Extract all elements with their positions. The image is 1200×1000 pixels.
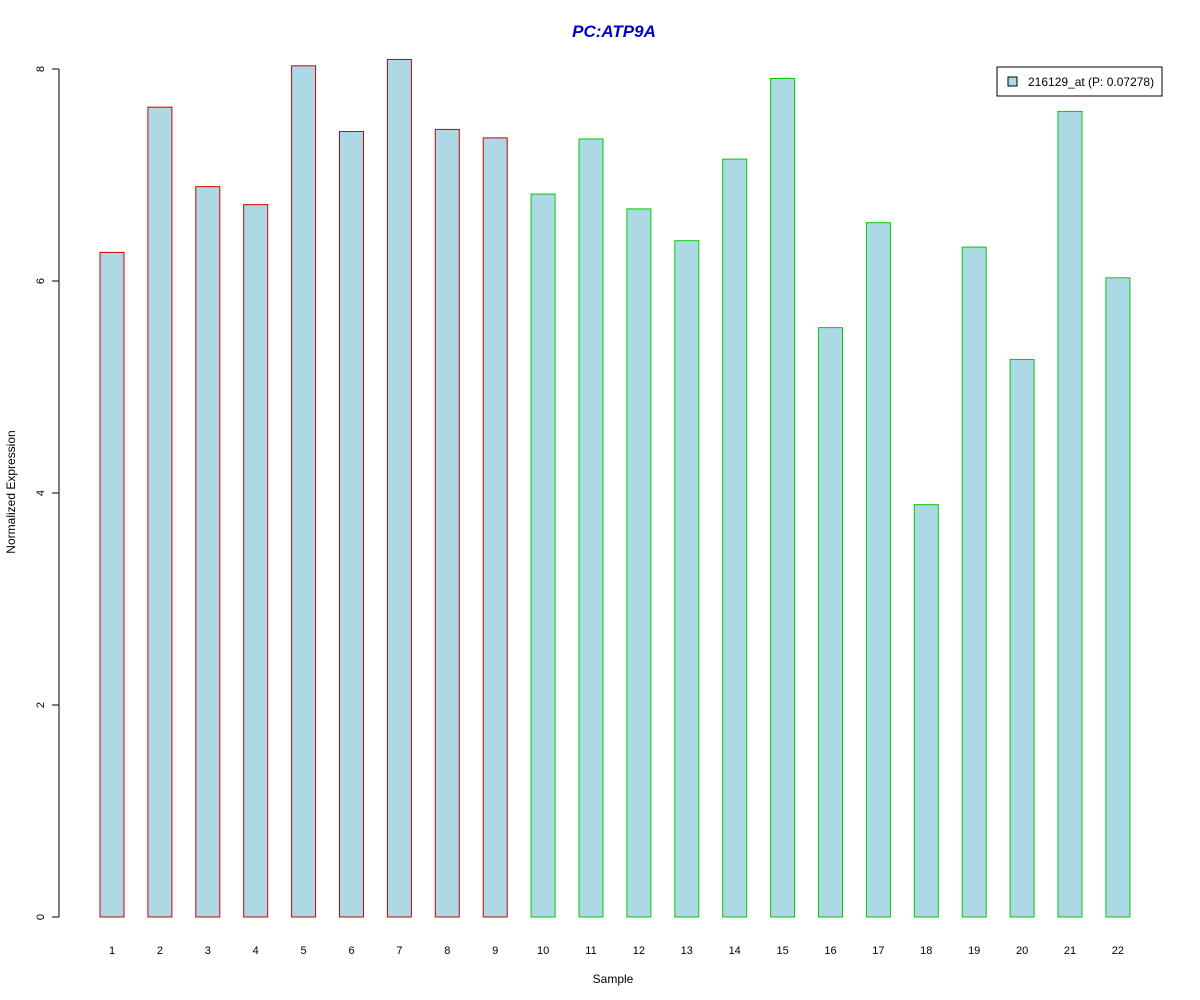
bar-sample-9 xyxy=(482,137,508,918)
bar-sample-14 xyxy=(722,158,748,918)
bar-sample-5 xyxy=(291,65,317,918)
x-tick-label: 8 xyxy=(444,945,450,957)
bar-sample-4 xyxy=(243,204,269,918)
x-tick-label: 14 xyxy=(729,945,741,957)
x-tick-label: 21 xyxy=(1064,945,1076,957)
x-tick-label: 2 xyxy=(157,945,163,957)
bar-sample-21 xyxy=(1057,110,1083,918)
x-tick-label: 7 xyxy=(396,945,402,957)
y-tick-label: 2 xyxy=(35,702,47,708)
x-tick-label: 3 xyxy=(205,945,211,957)
bar-sample-22 xyxy=(1105,277,1131,918)
x-axis-label: Sample xyxy=(593,972,634,986)
bars xyxy=(99,58,1131,918)
x-tick-label: 12 xyxy=(633,945,645,957)
x-tick-label: 5 xyxy=(301,945,307,957)
y-tick-label: 4 xyxy=(35,490,47,496)
legend-swatch xyxy=(1007,76,1018,87)
bar-sample-12 xyxy=(626,208,652,918)
x-tick-label: 9 xyxy=(492,945,498,957)
x-tick-label: 13 xyxy=(681,945,693,957)
bar-sample-17 xyxy=(865,222,891,918)
legend-entry: 216129_at (P: 0.07278) xyxy=(1028,75,1154,89)
x-tick-label: 16 xyxy=(824,945,836,957)
y-axis: 0 2 4 6 8 xyxy=(35,66,60,920)
bar-sample-8 xyxy=(434,128,460,918)
bar-sample-6 xyxy=(339,131,364,918)
legend: 216129_at (P: 0.07278) xyxy=(996,66,1163,97)
x-tick-labels: 1 2 3 4 5 6 7 8 9 10 11 12 13 14 15 16 17 18 19 20 21 22 xyxy=(109,945,1124,957)
bar-sample-18 xyxy=(913,504,939,918)
bar-sample-13 xyxy=(674,240,700,918)
y-tick-label: 0 xyxy=(35,914,47,920)
bar-sample-11 xyxy=(578,138,604,918)
y-tick-label: 6 xyxy=(35,278,47,284)
bar-sample-7 xyxy=(386,58,412,918)
bar-sample-2 xyxy=(147,106,173,918)
bar-sample-16 xyxy=(818,327,843,918)
x-tick-label: 10 xyxy=(537,945,549,957)
x-tick-label: 18 xyxy=(920,945,932,957)
legend-box xyxy=(996,66,1163,97)
y-axis-label: Normalized Expression xyxy=(4,430,18,553)
chart-title: PC:ATP9A xyxy=(572,22,656,41)
bar-sample-15 xyxy=(770,78,796,918)
x-tick-label: 15 xyxy=(776,945,788,957)
x-tick-label: 11 xyxy=(585,945,596,957)
x-tick-label: 20 xyxy=(1016,945,1028,957)
x-tick-label: 17 xyxy=(872,945,884,957)
bar-sample-20 xyxy=(1009,358,1035,918)
bar-sample-3 xyxy=(195,186,221,918)
bar-sample-1 xyxy=(99,251,125,918)
x-tick-label: 4 xyxy=(253,945,259,957)
y-tick-label: 8 xyxy=(35,66,47,72)
x-tick-label: 22 xyxy=(1112,945,1124,957)
x-tick-label: 6 xyxy=(348,945,354,957)
x-tick-label: 1 xyxy=(109,945,115,957)
x-tick-label: 19 xyxy=(968,945,980,957)
bar-sample-19 xyxy=(961,246,987,918)
bar-sample-10 xyxy=(530,193,556,918)
